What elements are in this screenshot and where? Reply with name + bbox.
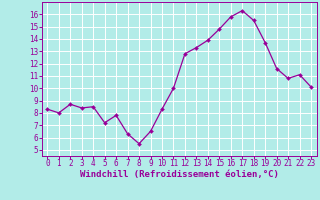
X-axis label: Windchill (Refroidissement éolien,°C): Windchill (Refroidissement éolien,°C): [80, 170, 279, 179]
